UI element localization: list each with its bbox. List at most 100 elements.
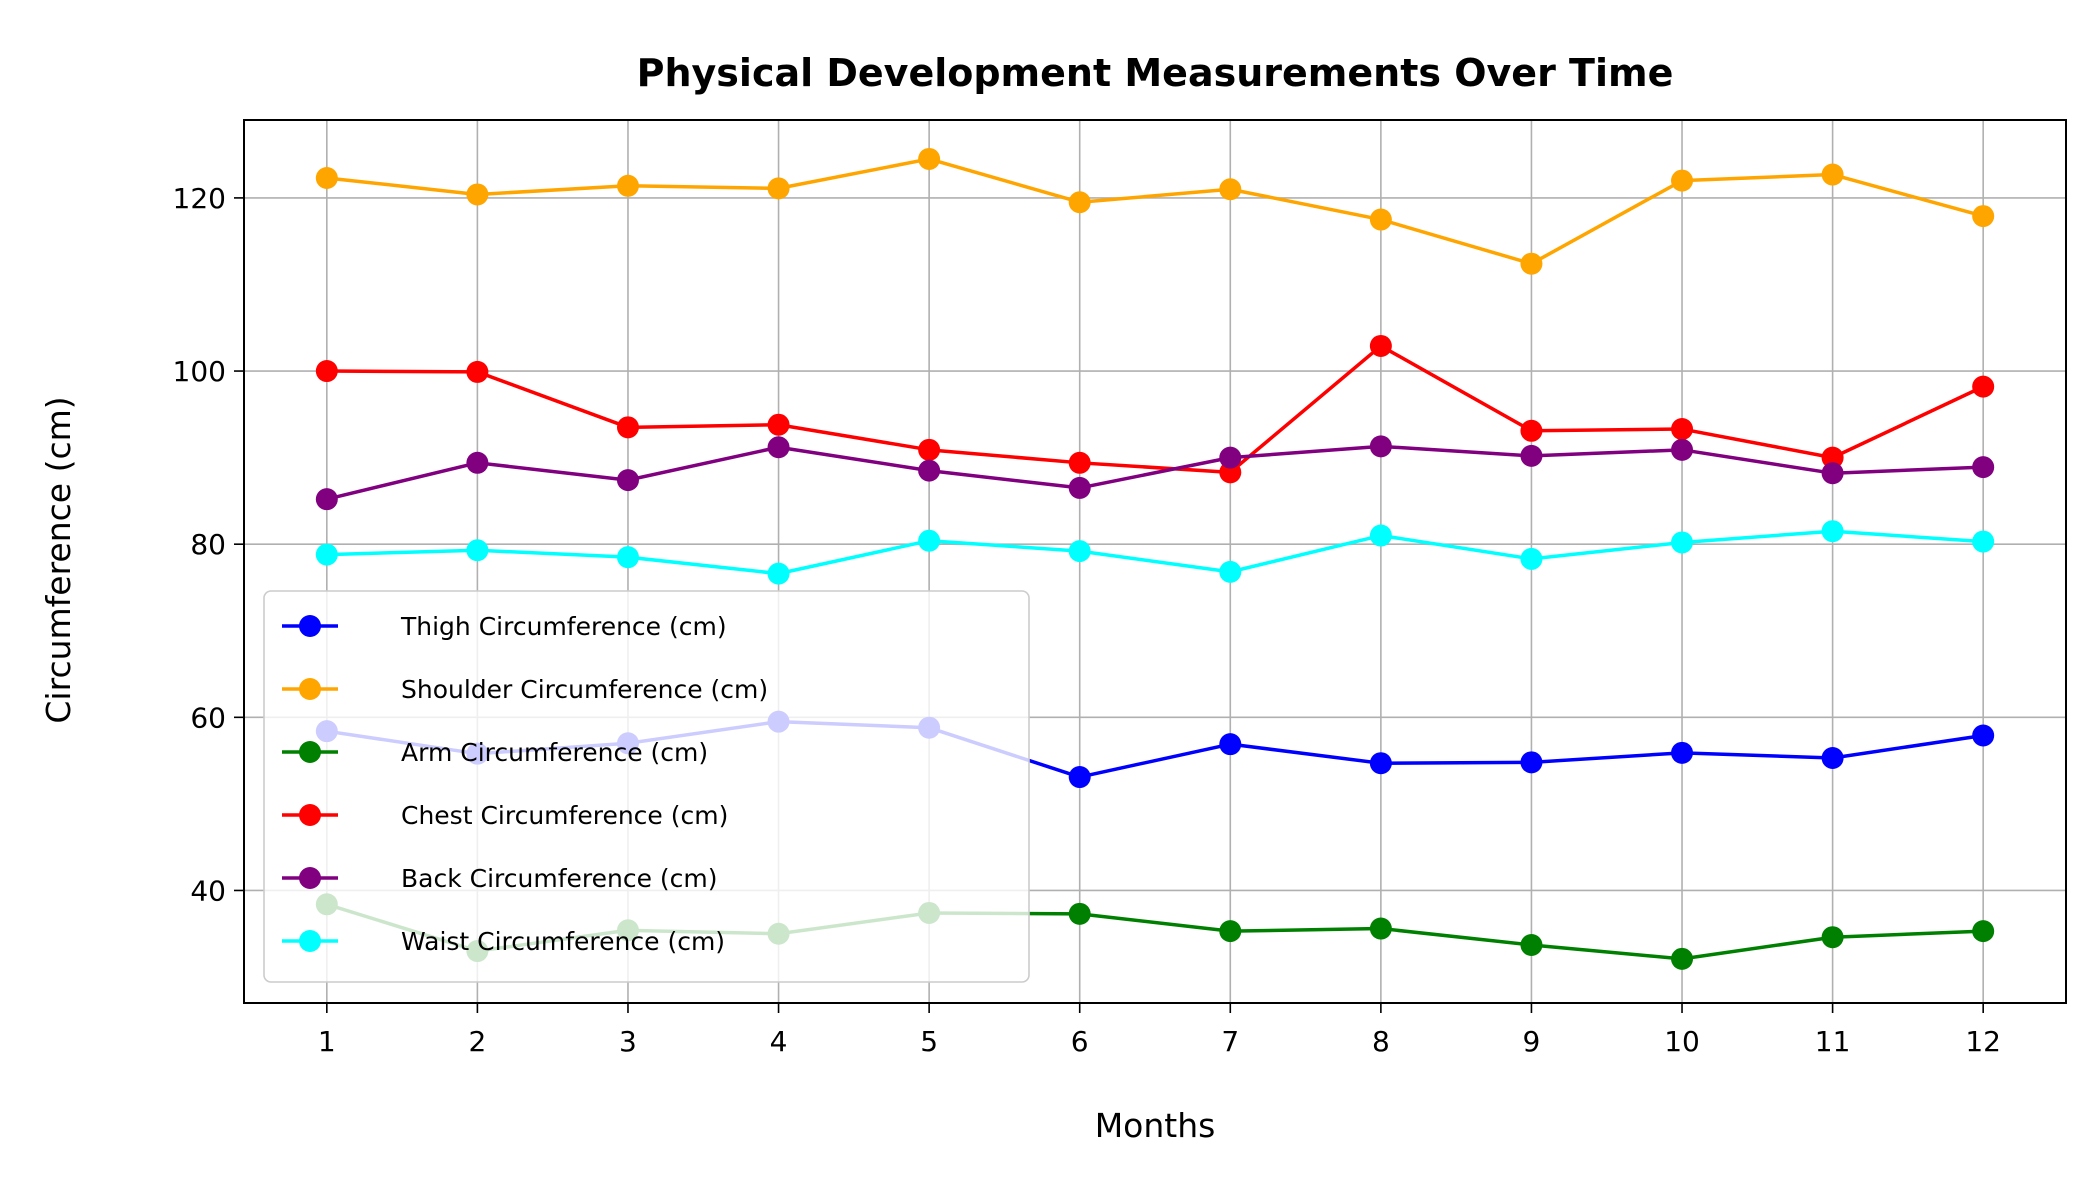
x-tick-label: 5 [920, 1025, 938, 1058]
thigh-point [1821, 747, 1844, 770]
legend-marker [299, 741, 321, 763]
back-point [1369, 435, 1392, 458]
back-point [466, 451, 489, 474]
legend-marker [299, 678, 321, 700]
x-tick-label: 7 [1221, 1025, 1239, 1058]
shoulder-point [1520, 252, 1543, 275]
series-chest [315, 334, 1995, 484]
waist-line [326, 529, 1984, 576]
legend-label: Back Circumference (cm) [401, 864, 718, 893]
waist-point [1369, 524, 1392, 547]
chest-point [918, 438, 941, 461]
arm-point [1219, 920, 1242, 943]
legend-item-waist: Waist Circumference (cm) [282, 927, 725, 956]
legend-label: Arm Circumference (cm) [401, 738, 708, 767]
legend-label: Shoulder Circumference (cm) [401, 675, 768, 704]
chest-point [315, 360, 338, 383]
shoulder-line [326, 157, 1984, 266]
legend-item-arm: Arm Circumference (cm) [282, 738, 708, 767]
shoulder-point [1972, 205, 1995, 228]
waist-point [1821, 520, 1844, 543]
series-back [315, 435, 1995, 511]
x-tick-label: 10 [1664, 1025, 1700, 1058]
x-axis-label: Months [1095, 1106, 1216, 1145]
waist-point [1219, 560, 1242, 583]
waist-point [1671, 531, 1694, 554]
x-tick-label: 3 [619, 1025, 637, 1058]
y-tick-label: 40 [190, 874, 226, 907]
chest-point [466, 360, 489, 383]
legend-marker [299, 615, 321, 637]
legend-marker [299, 930, 321, 952]
plot-frame [243, 119, 2067, 1004]
chest-point [616, 416, 639, 439]
waist-point [1068, 540, 1091, 563]
shoulder-point [918, 147, 941, 170]
y-tick-label: 80 [190, 528, 226, 561]
legend-box [263, 590, 1030, 983]
x-tick-label: 4 [770, 1025, 788, 1058]
thigh-point [1972, 724, 1995, 747]
arm-point [1068, 902, 1091, 925]
back-point [918, 459, 941, 482]
chest-point [1369, 334, 1392, 357]
series-waist [315, 520, 1995, 585]
x-tick-label: 12 [1965, 1025, 2001, 1058]
x-tick-label: 11 [1815, 1025, 1851, 1058]
legend-item-chest: Chest Circumference (cm) [282, 801, 728, 830]
chest-point [1671, 418, 1694, 441]
back-point [1520, 444, 1543, 467]
y-axis-label: Circumference (cm) [39, 396, 78, 723]
back-point [1219, 446, 1242, 469]
legend-item-shoulder: Shoulder Circumference (cm) [282, 675, 768, 704]
chest-point [1972, 375, 1995, 398]
waist-point [315, 543, 338, 566]
back-point [1821, 462, 1844, 485]
shoulder-point [1821, 163, 1844, 186]
x-tick-label: 8 [1372, 1025, 1390, 1058]
shoulder-point [1369, 208, 1392, 231]
thigh-point [1369, 752, 1392, 775]
x-tick-label: 9 [1523, 1025, 1541, 1058]
shoulder-point [616, 174, 639, 197]
chart-title: Physical Development Measurements Over T… [637, 51, 1674, 95]
shoulder-point [1671, 169, 1694, 192]
thigh-point [1068, 766, 1091, 789]
thigh-point [1520, 751, 1543, 774]
chest-point [1520, 419, 1543, 442]
arm-point [1671, 947, 1694, 970]
y-tick-label: 100 [173, 355, 226, 388]
waist-point [918, 529, 941, 552]
legend-marker [299, 867, 321, 889]
waist-point [616, 546, 639, 569]
x-tick-label: 1 [318, 1025, 336, 1058]
legend-item-thigh: Thigh Circumference (cm) [282, 612, 727, 641]
legend-label: Thigh Circumference (cm) [400, 612, 727, 641]
x-tick-label: 6 [1071, 1025, 1089, 1058]
y-tick-label: 60 [190, 701, 226, 734]
back-point [1068, 476, 1091, 499]
chest-line [326, 344, 1984, 475]
thigh-point [1671, 741, 1694, 764]
arm-point [1821, 926, 1844, 949]
shoulder-point [1219, 178, 1242, 201]
back-point [315, 488, 338, 511]
back-point [616, 469, 639, 492]
back-point [1671, 438, 1694, 461]
chest-point [1068, 451, 1091, 474]
legend-marker [299, 804, 321, 826]
legend: Thigh Circumference (cm) Shoulder Circumf… [263, 590, 1030, 983]
back-line [326, 444, 1984, 501]
arm-point [1369, 917, 1392, 940]
shoulder-point [767, 177, 790, 200]
back-point [767, 436, 790, 459]
arm-point [1972, 920, 1995, 943]
waist-point [466, 539, 489, 562]
x-tick-label: 2 [468, 1025, 486, 1058]
shoulder-point [466, 183, 489, 206]
waist-point [1520, 547, 1543, 570]
shoulder-point [1068, 191, 1091, 214]
y-tick-label: 120 [173, 182, 226, 215]
